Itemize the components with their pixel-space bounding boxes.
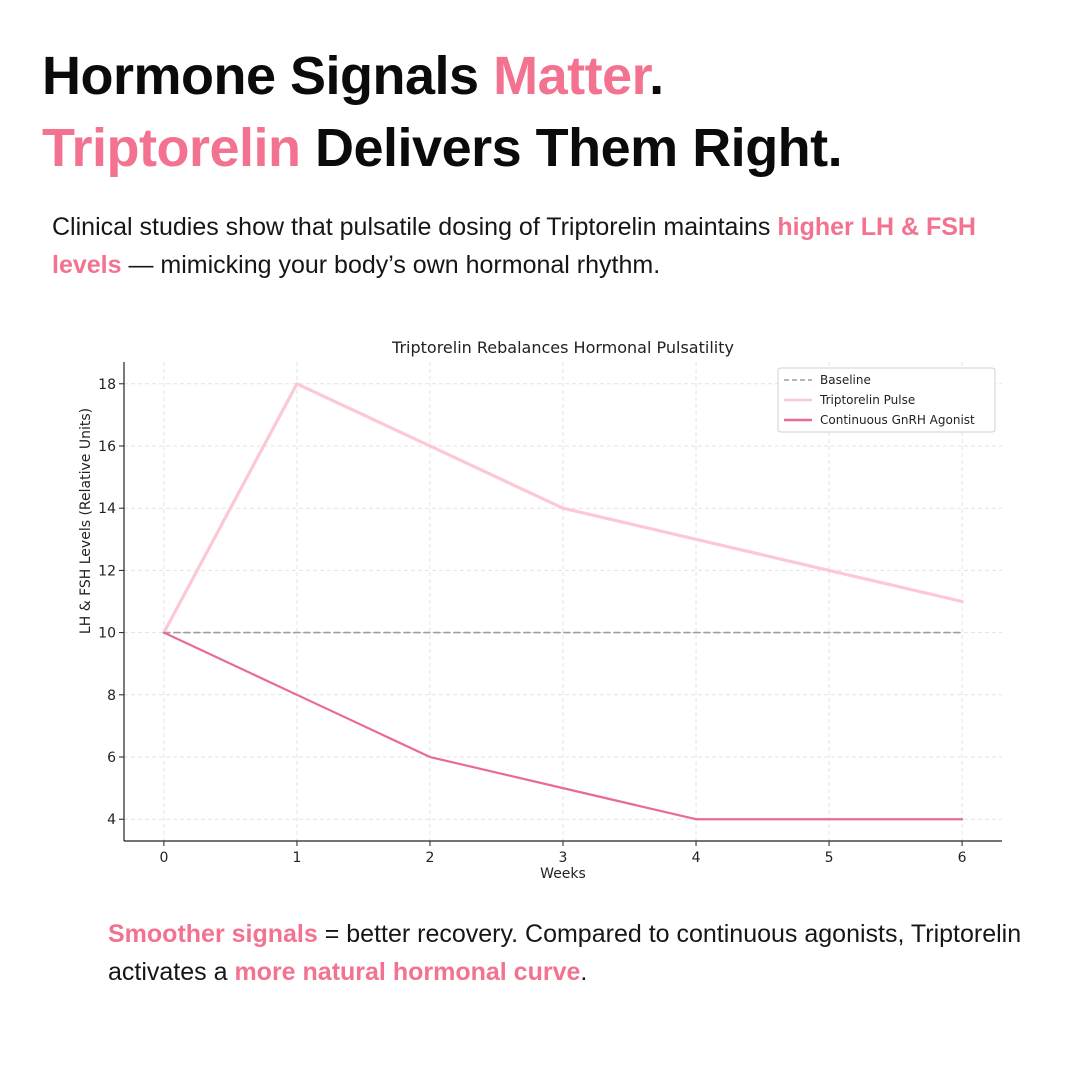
x-tick-label: 3: [559, 850, 568, 866]
headline-highlight-matter: Matter: [493, 46, 650, 106]
outro-highlight-2: more natural hormonal curve: [234, 958, 581, 986]
headline-line1-text: Hormone Signals: [42, 46, 494, 106]
x-axis-label: Weeks: [540, 866, 586, 882]
series-line-2: [162, 631, 964, 821]
y-tick-label: 16: [98, 439, 116, 455]
x-tick-label: 5: [825, 850, 834, 866]
intro-paragraph: Clinical studies show that pulsatile dos…: [52, 208, 1042, 284]
headline-line2-text: Delivers Them Right.: [300, 118, 843, 178]
hormone-line-chart: Triptorelin Rebalances Hormonal Pulsatil…: [78, 338, 1002, 882]
x-tick-label: 0: [159, 850, 168, 866]
y-tick-label: 6: [107, 750, 116, 766]
x-tick-label: 2: [426, 850, 435, 866]
y-tick-label: 14: [98, 501, 116, 517]
legend-label: Baseline: [820, 373, 871, 387]
y-tick-label: 10: [98, 626, 116, 642]
outro-text-2: .: [580, 958, 588, 986]
y-tick-label: 12: [98, 563, 116, 579]
chart-title: Triptorelin Rebalances Hormonal Pulsatil…: [391, 338, 734, 357]
series-line-1: [162, 382, 964, 635]
y-axis-label: LH & FSH Levels (Relative Units): [78, 408, 94, 634]
x-tick-label: 1: [292, 850, 301, 866]
y-tick-label: 4: [107, 812, 116, 828]
chart-grid: [124, 362, 1002, 841]
legend-label: Triptorelin Pulse: [819, 393, 915, 407]
intro-highlight: higher LH & FSH levels: [52, 213, 976, 279]
intro-text-1: Clinical studies show that pulsatile dos…: [52, 213, 778, 241]
x-tick-label: 6: [958, 850, 967, 866]
outro-paragraph: Smoother signals = better recovery. Comp…: [108, 915, 1048, 991]
outro-text-1: = better recovery. Compared to continuou…: [108, 920, 1022, 986]
legend-label: Continuous GnRH Agonist: [820, 413, 975, 427]
headline-highlight-triptorelin: Triptorelin: [42, 118, 301, 178]
outro-highlight-1: Smoother signals: [108, 920, 318, 948]
legend-box: [777, 367, 996, 433]
y-tick-label: 8: [107, 688, 116, 704]
intro-text-2: — mimicking your body’s own hormonal rhy…: [121, 251, 661, 279]
y-tick-label: 18: [98, 377, 116, 393]
chart-series: [162, 382, 964, 821]
x-tick-label: 4: [692, 850, 701, 866]
headline: Hormone Signals Matter. Triptorelin Deli…: [42, 40, 843, 184]
chart-legend: Baseline Triptorelin Pulse Continuous GnRH…: [777, 367, 996, 433]
headline-line1-period: .: [649, 46, 664, 106]
